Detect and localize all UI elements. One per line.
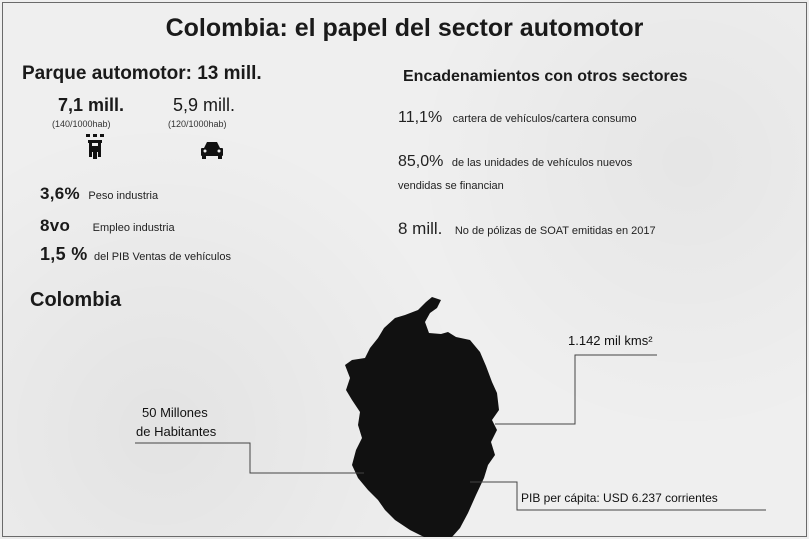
encad-value: 85,0%: [398, 153, 444, 170]
pib-label: PIB per cápita: USD 6.237 corrientes: [521, 491, 718, 505]
parque-heading: Parque automotor: 13 mill.: [22, 63, 262, 84]
motorcycle-icon: [86, 134, 104, 159]
population-label-line1: 50 Millones: [142, 405, 208, 420]
stat-desc: Peso industria: [88, 190, 159, 202]
encad-desc: cartera de vehículos/cartera consumo: [452, 113, 637, 125]
area-callout-line: [495, 354, 657, 425]
encad-desc: de las unidades de vehículos nuevos: [451, 157, 633, 169]
autos-ratio: (120/1000hab): [168, 119, 227, 129]
stat-value: 3,6%: [40, 184, 80, 203]
stat-value: 1,5 %: [40, 244, 88, 264]
stat-pib-ventas: 1,5 % del PIB Ventas de vehículos: [40, 244, 231, 265]
population-callout-line: [135, 442, 364, 474]
page-title: Colombia: el papel del sector automotor: [165, 14, 644, 42]
encadenamientos-heading: Encadenamientos con otros sectores: [403, 68, 688, 85]
map-heading: Colombia: [30, 289, 122, 311]
stat-peso-industria: 3,6% Peso industria: [40, 184, 158, 204]
autos-value: 5,9 mill.: [173, 95, 236, 115]
encad-value: 8 mill.: [398, 219, 443, 238]
encad-item-soat: 8 mill. No de pólizas de SOAT emitidas e…: [398, 219, 656, 239]
stat-value: 8vo: [40, 216, 71, 235]
encad-desc-line2: vendidas se financian: [398, 180, 504, 192]
motos-value: 7,1 mill.: [58, 95, 125, 115]
stat-desc: Empleo industria: [92, 222, 175, 234]
stat-empleo-industria: 8vo Empleo industria: [40, 216, 175, 236]
car-icon: [201, 142, 223, 159]
encad-desc: No de pólizas de SOAT emitidas en 2017: [454, 225, 656, 237]
encad-item-cartera: 11,1% cartera de vehículos/cartera consu…: [398, 109, 637, 127]
population-label-line2: de Habitantes: [136, 424, 217, 439]
motos-ratio: (140/1000hab): [52, 119, 111, 129]
encad-value: 11,1%: [398, 109, 443, 126]
area-label: 1.142 mil kms²: [568, 333, 653, 348]
colombia-silhouette: [345, 297, 499, 537]
pib-callout-line: [470, 481, 766, 511]
stat-desc: del PIB Ventas de vehículos: [93, 251, 231, 263]
encad-item-financiacion: 85,0% de las unidades de vehículos nuevo…: [398, 153, 632, 171]
